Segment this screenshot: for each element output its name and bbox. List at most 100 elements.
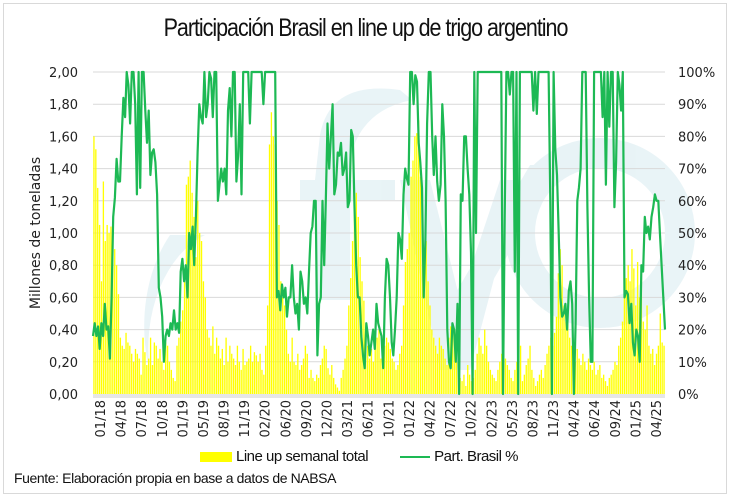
x-tick-label: 01/19 bbox=[176, 400, 191, 437]
bar bbox=[331, 365, 333, 394]
bar bbox=[476, 353, 478, 394]
x-tick-label: 10/18 bbox=[156, 400, 171, 437]
bar bbox=[132, 361, 135, 394]
bar bbox=[212, 326, 214, 394]
bar bbox=[112, 241, 114, 394]
bar bbox=[487, 361, 490, 394]
x-tick-label: 11/19 bbox=[238, 400, 253, 437]
bar bbox=[514, 369, 516, 394]
bar bbox=[219, 358, 222, 394]
bar bbox=[102, 181, 105, 394]
bar bbox=[300, 365, 303, 394]
x-tick-label: 01/18 bbox=[94, 400, 109, 437]
bar bbox=[484, 329, 486, 394]
x-tick-label: 07/18 bbox=[135, 400, 150, 437]
y2-tick-label: 100% bbox=[678, 66, 715, 81]
bar bbox=[467, 365, 469, 394]
bar bbox=[491, 374, 493, 394]
bar bbox=[527, 358, 529, 394]
bar bbox=[384, 345, 386, 394]
y-tick-label: 1,40 bbox=[49, 163, 78, 178]
bar bbox=[229, 345, 231, 394]
bar bbox=[302, 358, 305, 394]
bar bbox=[140, 374, 142, 394]
bar bbox=[108, 233, 110, 394]
x-tick-label: 06/24 bbox=[588, 400, 603, 437]
bar bbox=[461, 381, 463, 394]
y-tick-label: 0,40 bbox=[49, 324, 78, 339]
bar bbox=[236, 345, 239, 394]
bar bbox=[278, 224, 280, 394]
bar bbox=[261, 369, 263, 394]
x-tick-label: 11/23 bbox=[547, 400, 562, 437]
bar bbox=[402, 305, 405, 394]
bar bbox=[569, 337, 571, 394]
bar bbox=[448, 337, 450, 394]
bar bbox=[119, 337, 122, 394]
bar bbox=[493, 377, 495, 394]
bar bbox=[253, 352, 256, 394]
bar bbox=[232, 358, 235, 394]
bar bbox=[434, 345, 437, 394]
bar bbox=[310, 369, 312, 394]
x-tick-label: 01/22 bbox=[403, 400, 418, 437]
bar bbox=[244, 365, 246, 394]
bar bbox=[314, 381, 316, 394]
bar bbox=[159, 348, 161, 394]
bar bbox=[363, 300, 365, 394]
bar bbox=[480, 345, 482, 394]
bar bbox=[616, 365, 618, 394]
bar bbox=[640, 273, 643, 394]
y-tick-label: 0,80 bbox=[49, 259, 78, 274]
bar bbox=[584, 361, 586, 394]
x-tick-label: 01/25 bbox=[629, 400, 644, 437]
bar bbox=[653, 365, 656, 394]
y2-tick-label: 70% bbox=[678, 163, 707, 178]
bar bbox=[321, 358, 324, 394]
y-tick-label: 1,00 bbox=[49, 227, 78, 242]
bar bbox=[423, 257, 425, 394]
bar bbox=[589, 365, 592, 394]
bar bbox=[465, 385, 467, 394]
bar bbox=[382, 353, 384, 394]
bar bbox=[436, 353, 439, 394]
bar bbox=[538, 374, 541, 394]
y2-tick-label: 0% bbox=[678, 388, 699, 403]
bar bbox=[172, 377, 174, 394]
x-tick-label: 08/19 bbox=[218, 400, 233, 437]
bar bbox=[153, 342, 156, 394]
bar bbox=[115, 265, 118, 394]
bar bbox=[249, 345, 252, 394]
bar bbox=[380, 358, 382, 394]
x-tick-label: 06/20 bbox=[279, 400, 294, 437]
bar bbox=[266, 305, 269, 394]
bar bbox=[406, 249, 408, 394]
bar bbox=[270, 112, 273, 394]
bar bbox=[463, 374, 465, 394]
bar bbox=[136, 353, 139, 394]
bar bbox=[519, 345, 522, 394]
bar bbox=[157, 358, 159, 394]
bar bbox=[374, 342, 376, 394]
bar bbox=[642, 321, 644, 394]
bar bbox=[142, 337, 144, 394]
bar bbox=[340, 377, 342, 394]
bar bbox=[312, 377, 314, 394]
bar bbox=[553, 332, 556, 394]
bar bbox=[512, 381, 514, 394]
bar bbox=[180, 321, 182, 394]
bar bbox=[414, 136, 416, 394]
y-tick-label: 0,60 bbox=[49, 291, 78, 306]
bar bbox=[149, 337, 152, 394]
bar bbox=[319, 365, 322, 394]
bar bbox=[397, 365, 399, 394]
bar bbox=[346, 345, 348, 394]
legend-label-brasil: Part. Brasil % bbox=[434, 448, 518, 465]
bar bbox=[234, 365, 237, 394]
bar bbox=[195, 257, 197, 394]
bar bbox=[389, 348, 391, 394]
bar bbox=[98, 224, 101, 394]
bar bbox=[412, 160, 414, 394]
x-tick-label: 04/22 bbox=[423, 400, 438, 437]
bar bbox=[274, 144, 276, 394]
